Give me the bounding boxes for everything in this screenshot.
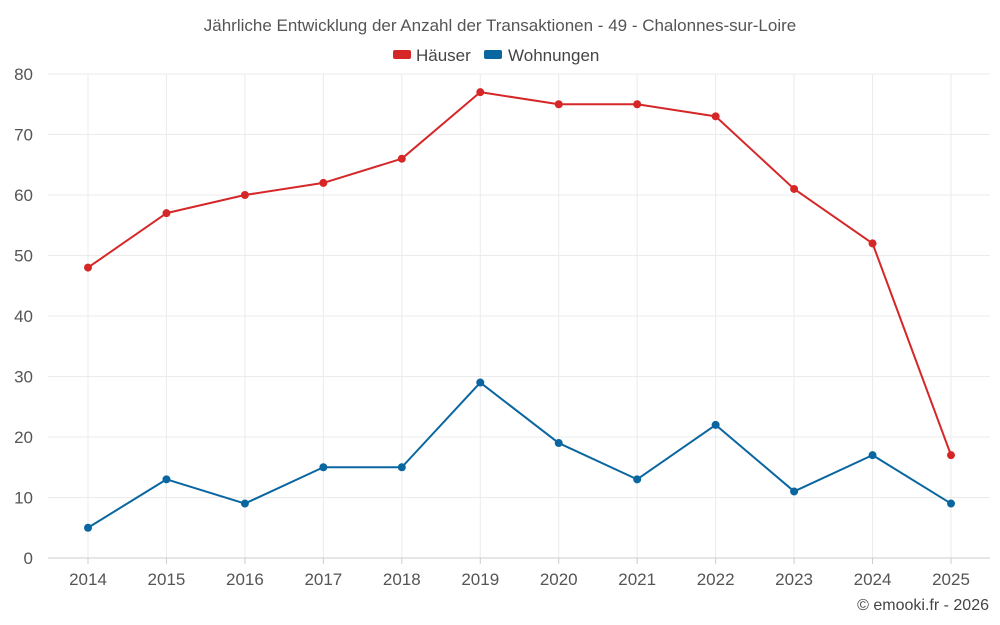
data-point-haeuser[interactable]: Häuser 2017: 62 [319, 178, 328, 187]
data-point-wohnungen[interactable]: Wohnungen 2024: 17 [868, 451, 877, 460]
data-point-haeuser[interactable]: Häuser 2014: 48 [84, 263, 92, 272]
data-point-haeuser[interactable]: Häuser 2023: 61 [790, 184, 799, 193]
series: Häuser 2014: 48 Häuser 2015: 57 Häuser 201… [84, 88, 955, 532]
x-tick-label: 2023 [775, 570, 813, 589]
legend-swatch-wohnungen [484, 50, 502, 59]
x-tick-label: 2025 [932, 570, 970, 589]
data-point-haeuser[interactable]: Häuser 2020: 75 [554, 100, 563, 109]
data-point-wohnungen[interactable]: Wohnungen 2021: 13 [633, 475, 642, 484]
legend-swatch-haeuser [393, 50, 411, 59]
x-tick-label: 2024 [854, 570, 892, 589]
y-tick-label: 40 [14, 307, 33, 326]
data-point-haeuser[interactable]: Häuser 2025: 17 [947, 451, 955, 460]
data-point-wohnungen[interactable]: Wohnungen 2022: 22 [711, 420, 720, 429]
y-tick-label: 60 [14, 186, 33, 205]
data-point-haeuser[interactable]: Häuser 2022: 73 [711, 112, 720, 121]
data-point-wohnungen[interactable]: Wohnungen 2025: 9 [947, 499, 955, 508]
data-point-wohnungen[interactable]: Wohnungen 2019: 29 [476, 378, 485, 387]
legend: Häuser Wohnungen [393, 46, 599, 65]
credit-text: © emooki.fr - 2026 [857, 597, 989, 614]
data-point-haeuser[interactable]: Häuser 2015: 57 [162, 209, 171, 218]
y-tick-label: 50 [14, 247, 33, 266]
x-tick-label: 2022 [697, 570, 735, 589]
y-tick-label: 70 [14, 126, 33, 145]
data-point-wohnungen[interactable]: Wohnungen 2020: 19 [554, 439, 563, 448]
data-point-haeuser[interactable]: Häuser 2024: 52 [868, 239, 877, 248]
data-point-wohnungen[interactable]: Wohnungen 2014: 5 [84, 523, 92, 532]
x-tick-label: 2018 [383, 570, 421, 589]
legend-label-haeuser[interactable]: Häuser [416, 46, 471, 65]
y-tick-label: 0 [24, 549, 33, 568]
data-point-haeuser[interactable]: Häuser 2018: 66 [397, 154, 406, 163]
data-point-wohnungen[interactable]: Wohnungen 2023: 11 [790, 487, 799, 496]
x-tick-label: 2019 [461, 570, 499, 589]
chart-title: Jährliche Entwicklung der Anzahl der Tra… [204, 16, 796, 35]
x-tick-label: 2017 [304, 570, 342, 589]
y-tick-label: 20 [14, 428, 33, 447]
y-tick-label: 80 [14, 65, 33, 84]
x-tick-label: 2015 [148, 570, 186, 589]
y-tick-label: 30 [14, 368, 33, 387]
x-tick-label: 2021 [618, 570, 656, 589]
data-point-haeuser[interactable]: Häuser 2021: 75 [633, 100, 642, 109]
x-tick-label: 2016 [226, 570, 264, 589]
x-tick-label: 2014 [69, 570, 107, 589]
data-point-wohnungen[interactable]: Wohnungen 2016: 9 [240, 499, 249, 508]
data-point-wohnungen[interactable]: Wohnungen 2017: 15 [319, 463, 328, 472]
legend-label-wohnungen[interactable]: Wohnungen [508, 46, 599, 65]
data-point-haeuser[interactable]: Häuser 2016: 60 [240, 191, 249, 199]
series-line-haeuser [87, 91, 952, 456]
data-point-wohnungen[interactable]: Wohnungen 2015: 13 [162, 475, 171, 484]
grid [48, 73, 990, 558]
axes: 0 10 20 30 40 50 60 70 80 2014 2015 2016 2017 2018 201… [14, 65, 990, 589]
y-tick-label: 10 [14, 489, 33, 508]
data-point-haeuser[interactable]: Häuser 2019: 77 [476, 88, 485, 97]
x-tick-label: 2020 [540, 570, 578, 589]
series-line-wohnungen [87, 381, 952, 529]
data-point-wohnungen[interactable]: Wohnungen 2018: 15 [397, 463, 406, 472]
